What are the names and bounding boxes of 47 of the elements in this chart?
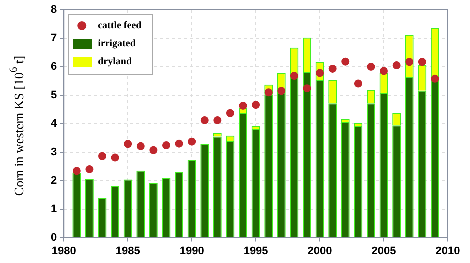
point	[406, 58, 414, 66]
y-tick-label: 6	[50, 60, 58, 73]
point	[98, 152, 107, 160]
y-tick-label: 7	[50, 32, 58, 45]
y-tick-label: 3	[50, 146, 58, 158]
x-tick-label: 1980	[52, 245, 76, 258]
y-tick-label: 8	[50, 4, 58, 16]
point	[124, 140, 132, 148]
point	[136, 142, 145, 150]
x-tick-label: 1985	[116, 245, 140, 258]
point	[290, 72, 298, 80]
point	[354, 80, 362, 88]
point	[367, 62, 376, 71]
point	[214, 116, 222, 124]
point	[239, 102, 248, 110]
point	[418, 58, 426, 66]
point	[392, 62, 401, 70]
point	[431, 74, 440, 83]
point	[328, 64, 337, 73]
point	[86, 165, 94, 174]
point	[264, 88, 273, 97]
point	[72, 167, 81, 176]
point	[111, 154, 120, 162]
x-tick-label: 1990	[180, 245, 204, 258]
point	[175, 140, 184, 148]
point	[150, 146, 158, 154]
point	[162, 142, 170, 150]
x-tick-label: 2000	[308, 245, 332, 258]
x-tick-label: 2005	[372, 245, 396, 258]
point	[278, 87, 286, 96]
legend-label: irrigated	[98, 38, 136, 50]
y-tick-label: 4	[50, 118, 58, 130]
y-tick-label: 1	[50, 203, 58, 216]
y-tick-label: 5	[50, 89, 58, 102]
point	[303, 84, 312, 93]
point	[226, 109, 234, 118]
point	[380, 67, 388, 76]
point	[200, 116, 209, 124]
legend-label: cattle feed	[98, 20, 142, 32]
x-tick-label: 1995	[244, 245, 268, 258]
point	[342, 58, 350, 66]
y-tick-label: 2	[50, 174, 58, 187]
legend-label: dryland	[98, 56, 132, 68]
y-tick-label: 0	[50, 232, 58, 244]
point	[252, 101, 260, 110]
point	[188, 138, 196, 146]
x-tick-label: 2010	[436, 245, 460, 258]
